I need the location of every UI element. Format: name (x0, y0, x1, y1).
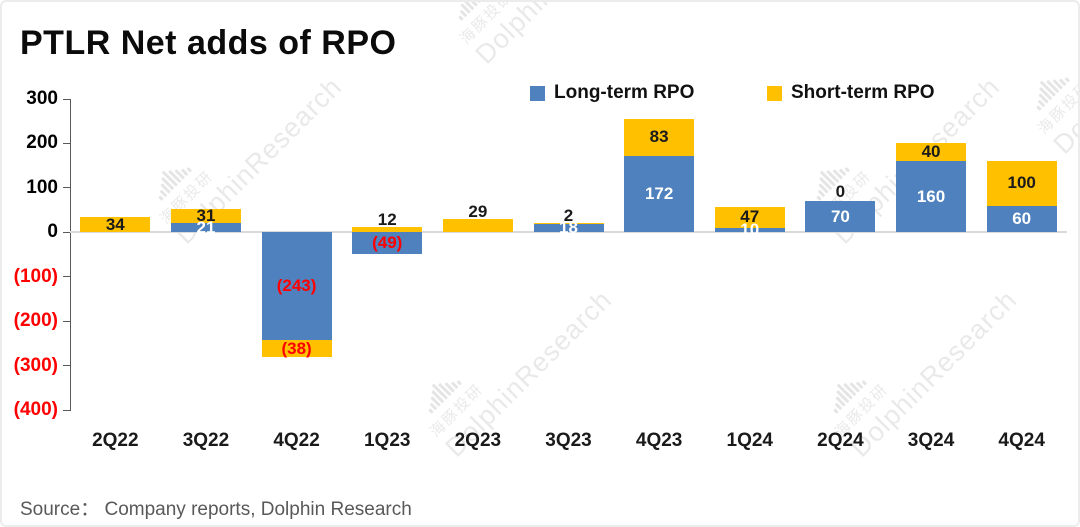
y-tick-label: (100) (13, 265, 58, 287)
x-axis-label-1Q24: 1Q24 (726, 430, 774, 451)
bar-segment-long-term-1Q23 (352, 232, 423, 255)
y-tick-mark (63, 187, 70, 189)
watermark-text-cn: 海豚投研 (456, 0, 517, 48)
legend-swatch-long-term (530, 85, 545, 101)
y-tick-mark (63, 320, 70, 322)
bar-segment-long-term-2Q24 (805, 201, 876, 233)
watermark-text-cn: 海豚投研 (156, 167, 217, 228)
x-axis-label-3Q22: 3Q22 (182, 430, 230, 451)
watermark-text-cn: 海豚投研 (831, 380, 892, 441)
y-tick-mark (63, 409, 70, 411)
dolphin-sound-bars-icon (418, 253, 579, 414)
bar-segment-long-term-3Q23 (533, 224, 604, 233)
y-tick-label: 300 (26, 88, 58, 109)
y-tick-label: 200 (26, 132, 58, 154)
legend-swatch-short-term (767, 85, 782, 101)
legend-item-short-term: Short-term RPO (767, 82, 935, 104)
bar-segment-short-term-1Q23 (352, 226, 423, 233)
y-tick-mark (63, 365, 70, 367)
bar-segment-long-term-1Q24 (714, 227, 785, 233)
x-axis-label-2Q23: 2Q23 (454, 430, 502, 451)
x-axis-label-4Q24: 4Q24 (998, 430, 1045, 451)
y-tick-label: 0 (47, 221, 58, 243)
bar-label-long-term-4Q23: 172 (644, 184, 674, 204)
source-note: Source： Company reports, Dolphin Researc… (20, 499, 412, 520)
bar-label-long-term-3Q24: 160 (916, 186, 946, 206)
dolphin-sound-bars-icon (148, 40, 309, 201)
x-axis-label-2Q24: 2Q24 (817, 430, 864, 451)
bar-label-short-term-4Q24: 100 (1007, 173, 1036, 193)
bar-label-long-term-1Q23: (49) (372, 233, 403, 253)
bar-segment-long-term-3Q24 (896, 161, 967, 233)
legend-label-short-term: Short-term RPO (791, 82, 935, 103)
bar-label-short-term-4Q22: (38) (281, 338, 312, 358)
zero-gridline (70, 231, 1067, 234)
y-tick-label: (300) (13, 354, 58, 376)
bar-label-short-term-3Q23: 2 (563, 206, 574, 226)
bar-segment-short-term-4Q24 (986, 161, 1057, 206)
bar-label-short-term-1Q23: 12 (377, 209, 397, 229)
bar-label-short-term-4Q23: 83 (649, 127, 669, 147)
bar-segment-short-term-1Q24 (714, 206, 785, 228)
bar-segment-short-term-4Q22 (261, 340, 332, 358)
watermark-text-en: DolphinResearch (1047, 0, 1080, 160)
bar-segment-short-term-2Q22 (80, 217, 151, 233)
legend-item-long-term: Long-term RPO (530, 82, 694, 104)
bar-label-short-term-2Q22: 34 (105, 214, 125, 234)
bar-segment-short-term-4Q23 (624, 118, 695, 156)
y-tick-label: (400) (13, 399, 58, 420)
bar-label-long-term-1Q24: 10 (740, 220, 760, 240)
bar-label-long-term-3Q23: 18 (559, 218, 578, 238)
x-axis-label-3Q23: 3Q23 (545, 430, 592, 451)
bar-segment-long-term-3Q22 (170, 222, 241, 233)
bar-segment-long-term-4Q24 (986, 205, 1057, 233)
y-axis-line (70, 99, 71, 411)
bar-label-long-term-4Q24: 60 (1012, 208, 1032, 228)
bar-segment-long-term-4Q23 (624, 155, 695, 233)
dolphin-sound-bars-icon (1026, 2, 1078, 111)
bar-label-short-term-3Q24: 40 (921, 142, 941, 162)
dolphin-sound-bars-icon (823, 253, 984, 414)
bar-segment-short-term-3Q23 (533, 223, 604, 225)
bar-label-short-term-2Q23: 29 (468, 202, 488, 222)
watermark-text-cn: 海豚投研 (1034, 77, 1080, 138)
y-tick-mark (63, 276, 70, 278)
x-axis-label-3Q24: 3Q24 (907, 430, 955, 451)
y-tick-mark (63, 98, 70, 100)
bar-label-long-term-2Q24: 70 (830, 206, 850, 226)
bar-label-short-term-2Q24: 0 (835, 182, 846, 202)
y-tick-mark (63, 142, 70, 144)
bar-label-long-term-4Q22: (243) (276, 276, 317, 296)
bar-label-short-term-1Q24: 47 (740, 207, 760, 227)
bar-segment-short-term-2Q23 (442, 219, 513, 233)
y-tick-label: 100 (26, 176, 58, 198)
x-axis-label-1Q23: 1Q23 (363, 430, 411, 451)
bar-segment-long-term-4Q22 (261, 232, 332, 341)
bar-label-long-term-3Q22: 21 (196, 217, 216, 237)
chart-title: PTLR Net adds of RPO (20, 24, 397, 62)
y-tick-mark (63, 231, 70, 233)
watermark-text-cn: 海豚投研 (426, 380, 487, 441)
x-axis-label-2Q22: 2Q22 (92, 430, 139, 451)
x-axis-label-4Q22: 4Q22 (273, 430, 320, 451)
watermark-text-en: DolphinResearch (469, 2, 648, 70)
legend-label-long-term: Long-term RPO (554, 82, 695, 103)
bar-segment-short-term-3Q24 (896, 143, 967, 162)
dolphin-sound-bars-icon (448, 2, 609, 21)
y-tick-label: (200) (13, 310, 58, 332)
bar-segment-short-term-3Q22 (170, 209, 241, 223)
bar-label-short-term-3Q22: 31 (196, 206, 216, 226)
x-axis-label-4Q23: 4Q23 (635, 430, 683, 451)
